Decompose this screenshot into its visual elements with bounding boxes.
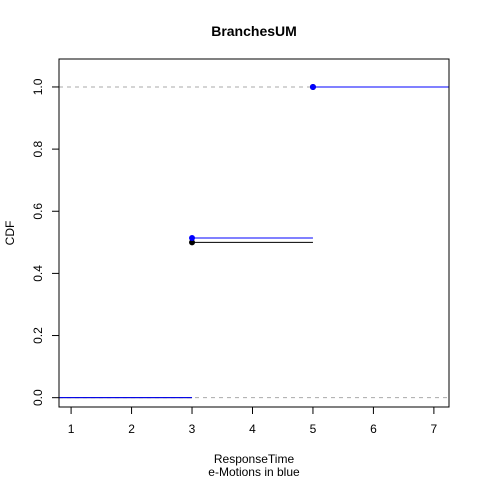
x-tick-label-4: 5 [310, 422, 317, 436]
plot-frame [58, 58, 450, 408]
x-tick-label-3: 4 [249, 422, 256, 436]
y-tick-label-2: 0.4 [31, 265, 45, 282]
x-tick-label-0: 1 [68, 422, 75, 436]
y-tick-label-5: 1.0 [31, 78, 45, 95]
series-1-point-1 [309, 83, 316, 90]
y-tick-label-3: 0.6 [31, 203, 45, 220]
y-tick-label-1: 0.2 [31, 327, 45, 344]
y-axis-label: CDF [3, 221, 17, 246]
x-axis-sublabel: e-Motions in blue [208, 465, 300, 479]
x-tick-label-5: 6 [370, 422, 377, 436]
series-0-point-0 [189, 239, 196, 246]
plot-area: 1 2 3 4 5 6 7 0.0 0.2 0.4 0.6 0.8 1.0 [31, 58, 450, 436]
x-tick-label-2: 3 [189, 422, 196, 436]
y-tick-label-4: 0.8 [31, 140, 45, 157]
series-1-point-0 [189, 234, 196, 241]
x-axis-label: ResponseTime [214, 452, 295, 466]
chart-title: BranchesUM [211, 23, 297, 39]
x-tick-label-6: 7 [431, 422, 438, 436]
y-tick-label-0: 0.0 [31, 389, 45, 406]
x-tick-label-1: 2 [128, 422, 135, 436]
